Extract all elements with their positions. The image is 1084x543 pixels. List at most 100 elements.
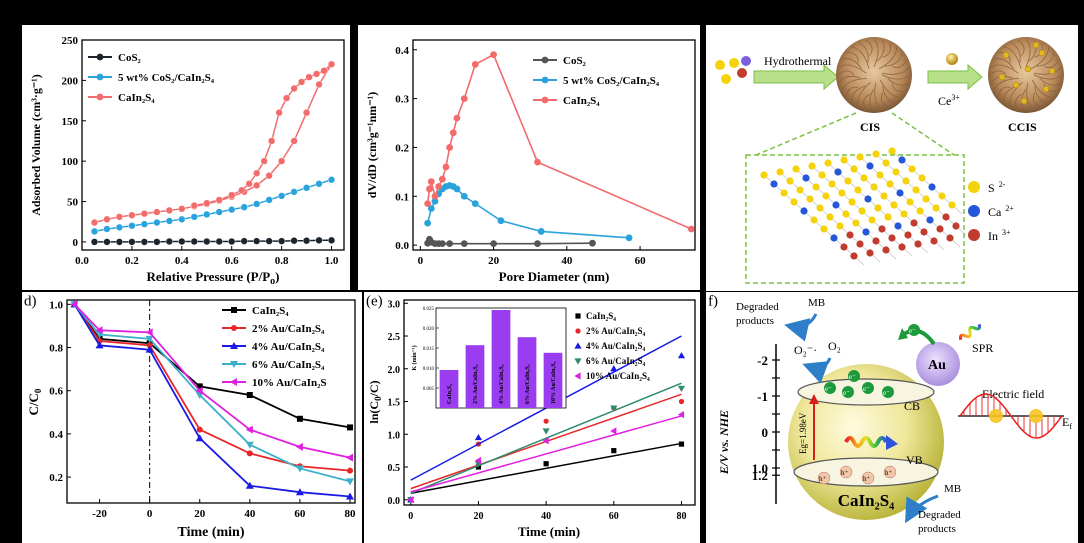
- petal: [1017, 39, 1025, 56]
- x-tick-label: 80: [676, 511, 686, 522]
- atom: [914, 240, 922, 248]
- panel-d: d) -20 0 20 40 60 80 0.2 0.4 0.6 0.8 1.0 CaIn₂S₄ 2%…: [22, 292, 362, 543]
- data-point: [460, 240, 468, 248]
- ce-dopant: [1002, 51, 1010, 59]
- electric-field-wave-icon: [959, 393, 1063, 439]
- atom: [826, 213, 834, 221]
- data-point: [312, 70, 321, 78]
- atom: [790, 198, 798, 206]
- petal: [997, 86, 1011, 98]
- data-point: [140, 238, 148, 246]
- data-point: [474, 456, 482, 465]
- ce-dopant: [998, 73, 1006, 81]
- inset-y-tick-label: 0.010: [423, 367, 435, 372]
- atom: [864, 195, 872, 203]
- y-tick-label: 0.2: [395, 142, 409, 154]
- electron-label: e⁻: [883, 389, 890, 397]
- data-point: [497, 217, 505, 225]
- data-point: [145, 328, 153, 337]
- inset-bar: [465, 345, 485, 408]
- atom: [786, 177, 794, 185]
- data-point: [320, 67, 328, 75]
- atom: [844, 177, 852, 185]
- petal: [1043, 59, 1059, 68]
- legend-label: 2% Au/CaIn₂S₄: [586, 326, 645, 336]
- panel-f: f) E/V vs. NHE -2 -1 0 1.0 1.2 CB VB Eg=1.98…: [706, 292, 1078, 543]
- chart-d-xlabel: Time (min): [177, 525, 244, 540]
- label-ce: Ce3+: [938, 93, 960, 108]
- au-label: Au: [928, 358, 946, 373]
- ce-dopant: [1038, 49, 1046, 57]
- data-point: [610, 405, 618, 412]
- x-tick-label: 0.8: [275, 255, 289, 267]
- legend-indium-label: In 3+: [988, 228, 1011, 243]
- data-point: [246, 392, 253, 399]
- electron-transfer-head-icon: [898, 328, 908, 340]
- atom: [842, 210, 850, 218]
- data-point: [302, 184, 311, 192]
- atom: [870, 183, 878, 191]
- atom: [812, 183, 820, 191]
- panel-a: 0.0 0.2 0.4 0.6 0.8 1.0 0 50 100 150 200 250 CoS₂ 5 …: [22, 25, 350, 290]
- energy-tick-label: 1.0: [752, 461, 768, 476]
- crystal-lattice: [760, 147, 967, 266]
- legend-label: 6% Au/CaIn₂S₄: [586, 356, 645, 366]
- data-point: [128, 238, 136, 246]
- fermi-level-label: Ef: [1062, 415, 1072, 431]
- electron-icon: [842, 386, 854, 398]
- legend-label: CoS₂: [118, 52, 142, 64]
- data-point: [145, 335, 154, 343]
- data-point: [103, 225, 111, 233]
- petal: [1003, 46, 1022, 69]
- arrow-hydrothermal-icon: [753, 63, 839, 91]
- atom: [882, 159, 890, 167]
- x-tick-label: 0: [418, 255, 424, 267]
- cb-label: CB: [904, 399, 920, 413]
- data-point: [446, 240, 454, 248]
- electron-icon: [862, 382, 874, 394]
- data-point: [537, 228, 545, 235]
- petal: [845, 86, 859, 98]
- data-point: [295, 442, 303, 451]
- atom: [938, 192, 946, 200]
- arrow-ce-icon: [927, 63, 983, 91]
- legend-indium-icon: [968, 229, 980, 241]
- atom: [882, 246, 890, 254]
- atom: [836, 222, 844, 230]
- petal: [1009, 81, 1023, 108]
- petal: [989, 70, 1007, 76]
- data-point: [677, 411, 685, 419]
- hole-label: h⁺: [841, 469, 849, 477]
- atom: [850, 165, 858, 173]
- legend-marker: [231, 325, 237, 331]
- data-point: [490, 240, 497, 248]
- atom: [780, 189, 788, 197]
- atom: [856, 240, 864, 248]
- data-point: [449, 129, 457, 137]
- data-point: [407, 496, 414, 504]
- data-point: [543, 461, 549, 467]
- data-point: [290, 237, 298, 245]
- petal: [878, 46, 897, 70]
- legend-label: CaIn₂S₄: [252, 305, 289, 317]
- data-point: [460, 192, 468, 200]
- fit-line: [410, 382, 682, 494]
- chart-d-ylabel: C/C0: [26, 388, 43, 415]
- electron-label: e⁻: [863, 385, 870, 393]
- inset-y-tick-label: 0.020: [423, 327, 435, 332]
- data-point: [215, 196, 223, 204]
- legend-label: 4% Au/CaIn₂S₄: [586, 341, 645, 351]
- atom: [840, 156, 848, 164]
- chart-d-svg: d) -20 0 20 40 60 80 0.2 0.4 0.6 0.8 1.0 CaIn₂S₄ 2%…: [24, 294, 356, 540]
- chart-e-ylabel: ln(C0/C): [367, 380, 383, 423]
- data-point: [178, 215, 186, 223]
- hole-label: h⁺: [863, 475, 871, 483]
- data-point: [265, 237, 273, 245]
- atom: [822, 192, 830, 200]
- legend-marker: [96, 53, 104, 61]
- petal: [865, 39, 873, 56]
- petal: [858, 42, 869, 63]
- data-point: [278, 237, 286, 245]
- degraded-bottom-line1: Degraded: [918, 509, 961, 521]
- legend-marker: [541, 96, 549, 104]
